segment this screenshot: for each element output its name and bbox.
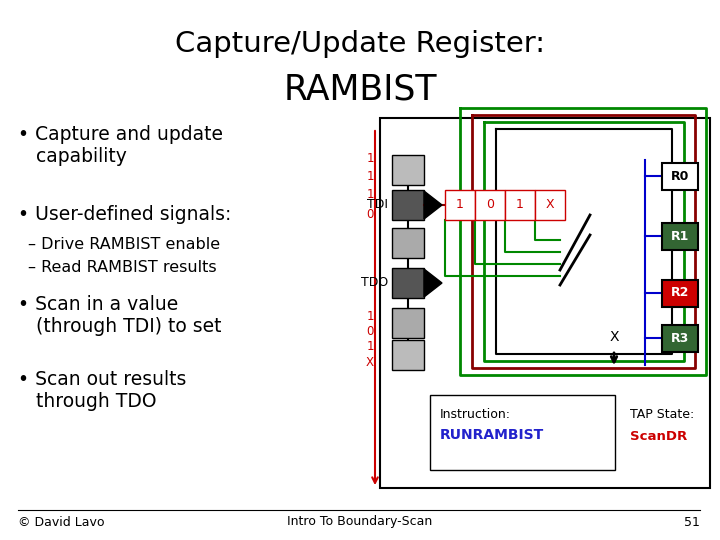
Text: TAP State:: TAP State: — [630, 408, 694, 421]
Text: R1: R1 — [671, 230, 689, 242]
Text: R0: R0 — [671, 170, 689, 183]
Bar — [392, 308, 424, 338]
Text: Intro To Boundary-Scan: Intro To Boundary-Scan — [287, 516, 433, 529]
Text: R3: R3 — [671, 332, 689, 345]
Text: 1: 1 — [366, 340, 374, 353]
Text: 0: 0 — [366, 208, 374, 221]
Text: Capture/Update Register:: Capture/Update Register: — [175, 30, 545, 58]
Text: 0: 0 — [366, 325, 374, 338]
Bar — [380, 118, 710, 488]
Text: 1: 1 — [366, 188, 374, 201]
Bar — [430, 395, 615, 470]
Text: 1: 1 — [456, 199, 464, 212]
Text: X: X — [609, 330, 618, 344]
Text: 51: 51 — [684, 516, 700, 529]
Text: 1: 1 — [516, 199, 524, 212]
Polygon shape — [424, 269, 442, 297]
Text: 1: 1 — [366, 170, 374, 183]
Text: • Scan in a value
   (through TDI) to set: • Scan in a value (through TDI) to set — [18, 295, 222, 336]
Bar — [662, 223, 698, 250]
Text: – Read RAMBIST results: – Read RAMBIST results — [28, 260, 217, 275]
Bar — [662, 163, 698, 190]
Text: – Drive RAMBIST enable: – Drive RAMBIST enable — [28, 237, 220, 252]
Bar — [445, 190, 475, 220]
Text: 0: 0 — [486, 199, 494, 212]
Text: RUNRAMBIST: RUNRAMBIST — [440, 428, 544, 442]
Bar — [392, 228, 424, 258]
Text: 1: 1 — [366, 152, 374, 165]
Text: • Capture and update
   capability: • Capture and update capability — [18, 125, 223, 166]
Bar — [392, 155, 424, 185]
Bar — [662, 280, 698, 307]
Text: RAMBIST: RAMBIST — [283, 72, 437, 106]
Bar — [392, 268, 424, 298]
Bar — [392, 340, 424, 370]
Text: X: X — [366, 356, 374, 369]
Text: TDO: TDO — [361, 276, 388, 289]
Text: R2: R2 — [671, 287, 689, 300]
Text: • User-defined signals:: • User-defined signals: — [18, 205, 231, 224]
Bar — [505, 190, 535, 220]
Text: Instruction:: Instruction: — [440, 408, 511, 421]
Bar — [475, 190, 505, 220]
Text: ScanDR: ScanDR — [630, 430, 688, 443]
Text: 1: 1 — [366, 310, 374, 323]
Text: • Scan out results
   through TDO: • Scan out results through TDO — [18, 370, 186, 411]
Bar — [662, 325, 698, 352]
Text: X: X — [546, 199, 554, 212]
Bar — [392, 190, 424, 220]
Text: TDI: TDI — [367, 199, 388, 212]
Bar — [535, 190, 565, 220]
Polygon shape — [424, 191, 442, 219]
Text: © David Lavo: © David Lavo — [18, 516, 104, 529]
